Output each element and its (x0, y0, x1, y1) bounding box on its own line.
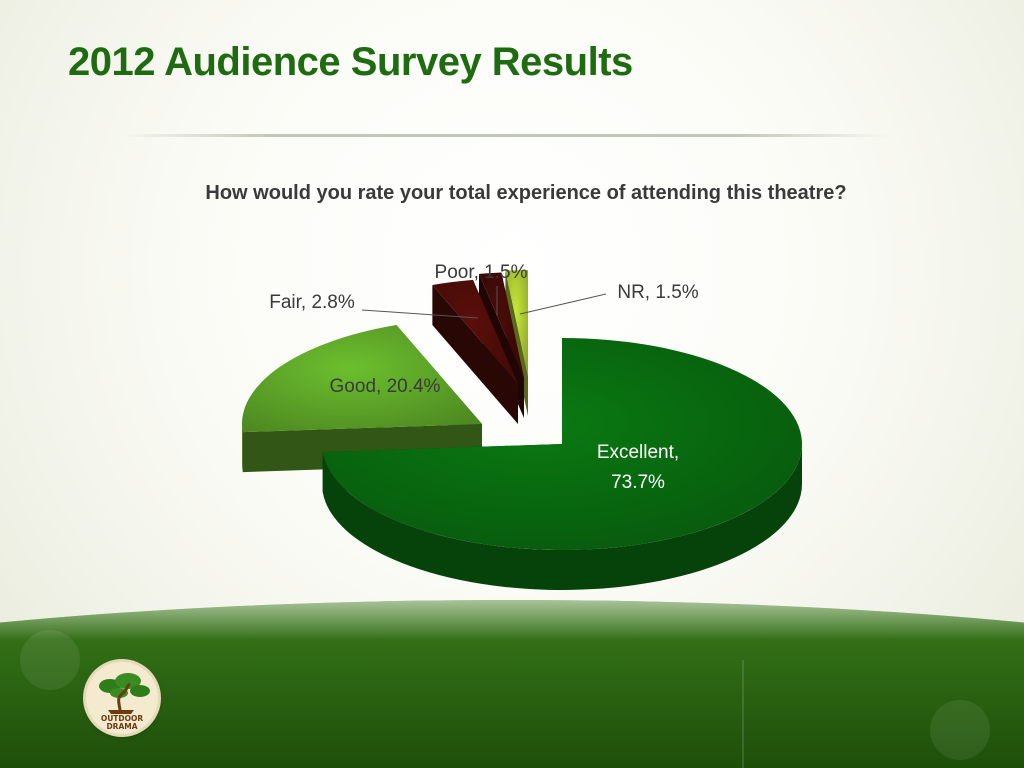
outdoor-drama-logo: OUTDOOR DRAMA (86, 662, 158, 734)
footer-glow (930, 700, 990, 760)
footer-divider (742, 660, 744, 768)
data-label-nr: NR, 1.5% (617, 282, 698, 303)
leader-line-nr (519, 293, 607, 315)
footer-glow (20, 630, 80, 690)
bonsai-tree-icon (99, 673, 150, 714)
title-divider (120, 134, 890, 137)
data-label-excellent: Excellent, 73.7% (597, 442, 679, 493)
logo-text-line2: DRAMA (106, 722, 138, 731)
leader-line-fair (361, 309, 479, 319)
pie-slice-excellent (322, 338, 803, 591)
logo-text-line1: OUTDOOR (100, 714, 144, 723)
pie-slice-fair (432, 279, 518, 424)
data-label-good: Good, 20.4% (330, 376, 441, 397)
data-label-fair: Fair, 2.8% (269, 292, 355, 313)
slide-title: 2012 Audience Survey Results (68, 40, 633, 84)
chart-title: How would you rate your total experience… (205, 182, 847, 204)
data-label-poor: Poor, 1.5% (435, 262, 528, 283)
footer-band (0, 600, 1024, 768)
